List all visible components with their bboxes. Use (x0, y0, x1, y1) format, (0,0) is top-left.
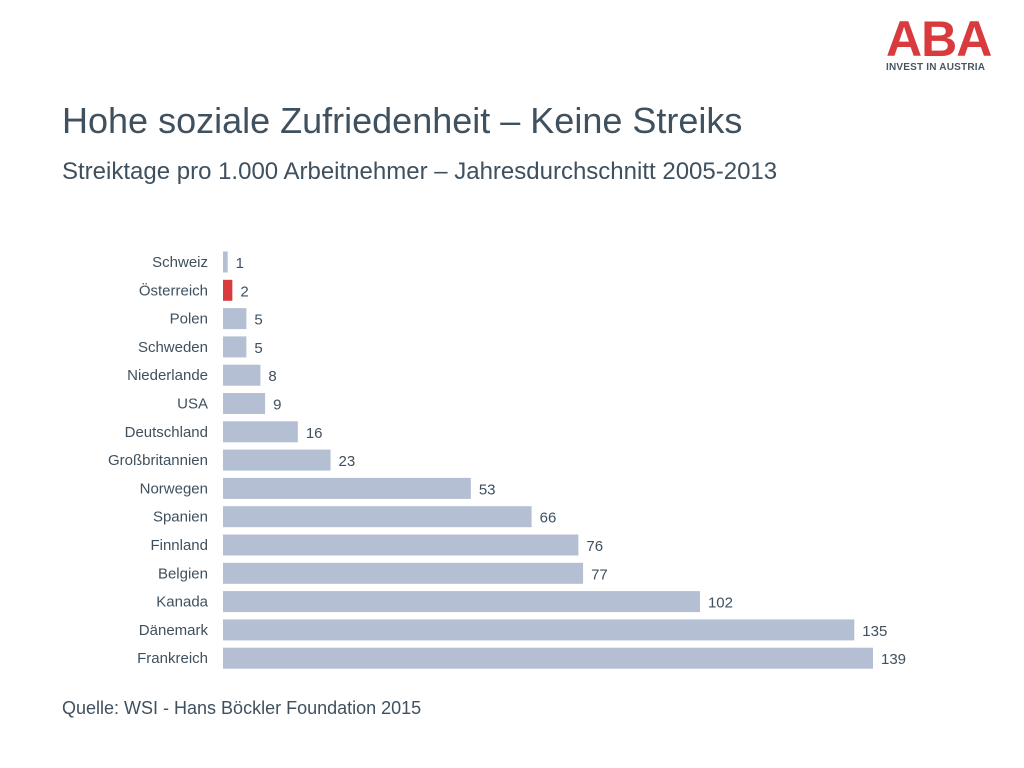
value-label: 1 (236, 255, 244, 272)
value-label: 9 (273, 397, 281, 414)
page-title: Hohe soziale Zufriedenheit – Keine Strei… (62, 100, 743, 141)
category-label: Spanien (153, 509, 208, 526)
category-label: Schweiz (152, 254, 208, 271)
bar (223, 308, 247, 330)
category-label: Kanada (156, 594, 208, 611)
value-label: 139 (881, 651, 906, 668)
bar (223, 393, 266, 414)
category-label: Finnland (150, 537, 208, 554)
category-label: Belgien (158, 565, 208, 582)
bar (223, 449, 331, 471)
category-label: USA (177, 396, 208, 413)
category-label: Frankreich (137, 650, 208, 667)
category-label: Dänemark (139, 622, 209, 639)
value-label: 135 (862, 623, 887, 640)
category-label: Österreich (139, 281, 208, 299)
category-label: Norwegen (140, 480, 208, 497)
value-label: 76 (586, 538, 603, 555)
value-label: 77 (591, 566, 608, 583)
logo-wordmark: ABA (886, 11, 992, 67)
bar (223, 364, 261, 386)
source-note: Quelle: WSI - Hans Böckler Foundation 20… (62, 698, 422, 718)
category-label: Großbritannien (108, 452, 208, 469)
category-label: Polen (170, 311, 208, 328)
value-label: 53 (479, 481, 496, 498)
bar (223, 336, 247, 358)
value-label: 2 (240, 283, 248, 300)
page-subtitle: Streiktage pro 1.000 Arbeitnehmer – Jahr… (62, 158, 778, 185)
bar (223, 534, 579, 556)
bar (223, 647, 873, 669)
category-label: Schweden (138, 339, 208, 356)
category-label: Deutschland (125, 424, 208, 441)
value-label: 66 (540, 510, 557, 527)
aba-logo: ABA INVEST IN AUSTRIA (886, 14, 998, 73)
bar (223, 506, 532, 528)
value-label: 16 (306, 425, 323, 442)
value-label: 23 (339, 453, 356, 470)
bar (223, 591, 700, 613)
bar (223, 619, 855, 641)
bar-highlight (223, 279, 233, 301)
bar (223, 421, 298, 443)
logo-tagline: INVEST IN AUSTRIA (886, 62, 986, 73)
bar (223, 562, 584, 584)
value-label: 8 (268, 368, 276, 385)
value-label: 5 (254, 312, 262, 329)
category-label: Niederlande (127, 367, 208, 384)
value-label: 102 (708, 595, 733, 612)
bar (223, 477, 471, 499)
bar (223, 251, 228, 273)
value-label: 5 (254, 340, 262, 357)
